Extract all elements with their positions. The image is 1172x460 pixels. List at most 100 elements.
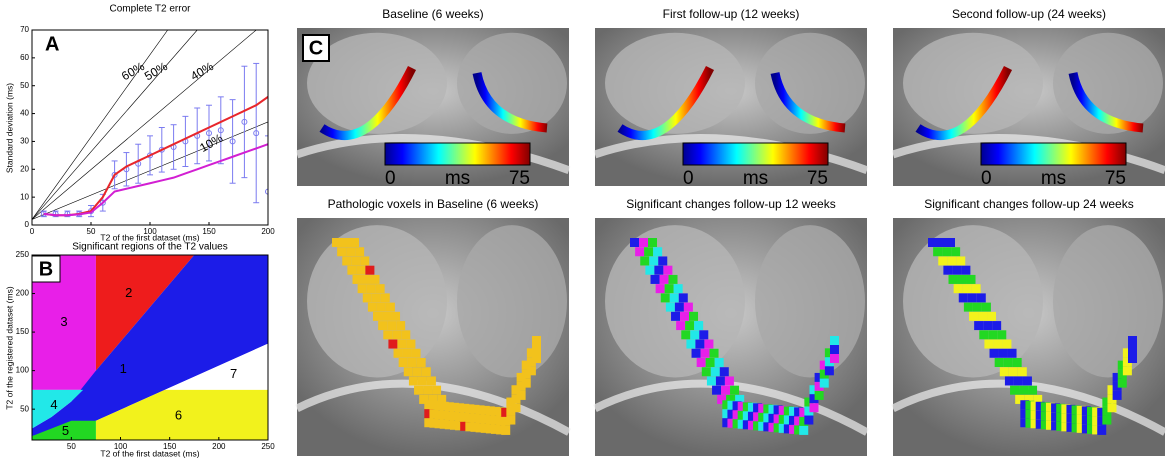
voxel xyxy=(501,407,511,417)
voxel xyxy=(365,265,375,275)
voxel xyxy=(1076,423,1086,433)
voxel xyxy=(421,367,431,377)
voxel xyxy=(1117,378,1127,388)
data-point xyxy=(265,188,268,195)
voxel xyxy=(1102,397,1112,407)
voxel xyxy=(1003,358,1013,367)
anatomy xyxy=(295,133,571,174)
voxel xyxy=(1040,411,1050,421)
voxel xyxy=(809,385,819,395)
voxel xyxy=(444,420,454,430)
voxel xyxy=(490,406,500,416)
x-tick-label: 200 xyxy=(261,227,275,236)
voxel xyxy=(444,402,454,412)
voxel xyxy=(357,284,367,294)
voxel xyxy=(432,385,442,395)
y-tick-label: 10 xyxy=(20,192,29,201)
anatomy xyxy=(1053,225,1163,378)
x-tick-label: 100 xyxy=(143,227,157,236)
voxel xyxy=(747,402,757,412)
voxel xyxy=(680,311,690,321)
voxel xyxy=(470,422,480,432)
voxel xyxy=(1092,416,1102,426)
voxel xyxy=(695,339,705,349)
voxel xyxy=(966,274,976,284)
y-tick-label: 30 xyxy=(20,137,29,146)
voxel xyxy=(710,367,720,377)
voxel xyxy=(671,311,681,321)
voxel xyxy=(1071,414,1081,424)
voxel xyxy=(987,311,997,321)
voxel xyxy=(387,321,397,331)
voxel xyxy=(465,413,475,423)
voxel xyxy=(640,256,650,266)
voxel xyxy=(521,360,531,370)
image-title: Pathologic voxels in Baseline (6 weeks) xyxy=(328,197,539,211)
voxel xyxy=(352,274,362,284)
data-point xyxy=(241,118,248,125)
voxel xyxy=(416,358,426,367)
data-point xyxy=(147,152,153,159)
voxel xyxy=(521,378,531,388)
voxel xyxy=(350,238,359,247)
data-point xyxy=(229,138,236,145)
voxel xyxy=(699,330,709,340)
voxel xyxy=(1097,407,1107,417)
voxel xyxy=(799,407,809,417)
voxel xyxy=(426,376,436,386)
voxel xyxy=(958,293,968,303)
voxel xyxy=(1112,372,1122,382)
voxel xyxy=(444,411,454,421)
anatomy xyxy=(755,225,865,378)
x-tick-label: 150 xyxy=(202,227,216,236)
line-label: 50% xyxy=(142,59,170,83)
voxel xyxy=(773,405,783,415)
voxel xyxy=(398,358,408,367)
voxel xyxy=(758,421,768,431)
panel-letter-box xyxy=(302,34,330,62)
voxel xyxy=(532,345,541,354)
voxel xyxy=(673,284,683,294)
voxel xyxy=(496,416,506,426)
region xyxy=(32,255,268,437)
voxel xyxy=(814,390,824,400)
voxel xyxy=(496,407,506,417)
voxel xyxy=(794,407,804,417)
voxel xyxy=(1112,381,1122,391)
voxel xyxy=(992,321,1002,331)
voxel xyxy=(700,348,710,358)
voxel xyxy=(819,360,829,370)
voxel xyxy=(449,402,459,412)
y-tick-label: 100 xyxy=(16,366,30,375)
voxel xyxy=(1025,418,1035,428)
voxel xyxy=(830,354,839,363)
voxel xyxy=(437,394,447,404)
voxel xyxy=(434,401,444,411)
voxel xyxy=(763,413,773,423)
voxel xyxy=(704,339,714,349)
image-title: Second follow-up (24 weeks) xyxy=(952,7,1106,21)
plot-frame xyxy=(31,254,269,441)
region-label: 5 xyxy=(62,423,69,438)
colorbar-tick-label: 75 xyxy=(807,168,828,189)
voxel xyxy=(470,404,480,414)
voxel xyxy=(942,247,952,257)
voxel xyxy=(732,410,742,420)
voxel xyxy=(1035,401,1045,411)
cartilage-map xyxy=(1068,71,1144,133)
voxel xyxy=(630,238,639,247)
voxel xyxy=(994,358,1004,367)
voxel xyxy=(332,238,341,247)
x-tick-label: 100 xyxy=(114,442,128,451)
voxel xyxy=(360,256,370,266)
voxel xyxy=(397,339,407,349)
voxel xyxy=(809,403,819,413)
colorbar-unit: ms xyxy=(445,168,470,189)
voxel xyxy=(393,348,403,358)
region xyxy=(32,389,84,429)
voxel xyxy=(683,302,693,312)
voxel xyxy=(824,366,834,376)
image-title: First follow-up (12 weeks) xyxy=(663,7,800,21)
y-tick-label: 40 xyxy=(20,109,29,118)
voxel xyxy=(403,367,413,377)
